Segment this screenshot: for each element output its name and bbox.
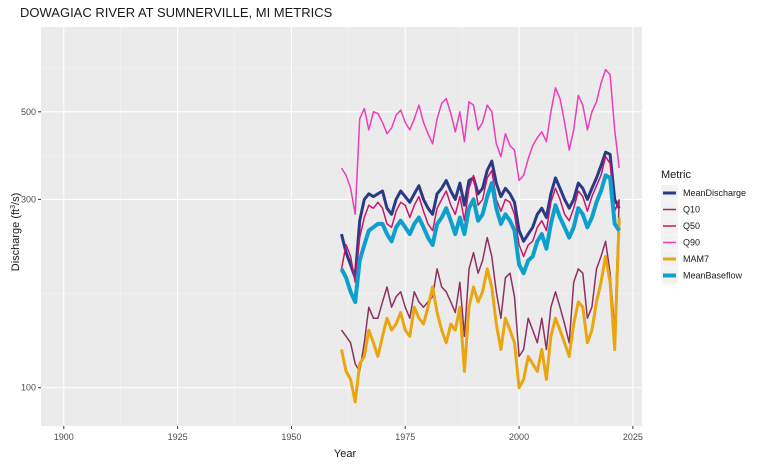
plot-area: 1900 1925 1950 1975 2000 2025 100 300 500 <box>21 27 643 442</box>
y-tick-label: 500 <box>21 107 36 117</box>
series-line-q90 <box>340 68 620 216</box>
series-line-q10 <box>340 199 620 373</box>
legend-label-meanbaseflow: MeanBaseflow <box>683 271 743 281</box>
x-axis-title: Year <box>334 448 357 460</box>
legend-title: Metric <box>661 169 691 181</box>
legend-label-mam7: MAM7 <box>683 254 709 264</box>
series-line-meandischarge <box>340 150 621 280</box>
y-axis-title: Discharge (ft3/s) <box>10 193 22 272</box>
y-tick-label: 300 <box>21 194 36 204</box>
x-tick-label: 2000 <box>509 432 529 442</box>
y-tick-label: 100 <box>21 383 36 393</box>
x-tick-label: 1900 <box>54 432 74 442</box>
legend-label-q90: Q90 <box>683 238 700 248</box>
x-tick-label: 1925 <box>168 432 188 442</box>
series-line-meanbaseflow <box>339 173 621 304</box>
legend: MeanDischarge Q10 Q50 Q90 MAM7 MeanBaseflow <box>661 185 746 284</box>
legend-label-meandischarge: MeanDischarge <box>683 188 746 198</box>
series-line-mam7 <box>340 217 621 404</box>
x-tick-label: 2025 <box>623 432 643 442</box>
chart-title: DOWAGIAC RIVER AT SUMNERVILLE, MI METRIC… <box>20 5 333 20</box>
legend-label-q50: Q50 <box>683 221 700 231</box>
legend-label-q10: Q10 <box>683 205 700 215</box>
x-tick-label: 1950 <box>281 432 301 442</box>
series-line-q50 <box>340 155 620 284</box>
x-tick-label: 1975 <box>395 432 415 442</box>
